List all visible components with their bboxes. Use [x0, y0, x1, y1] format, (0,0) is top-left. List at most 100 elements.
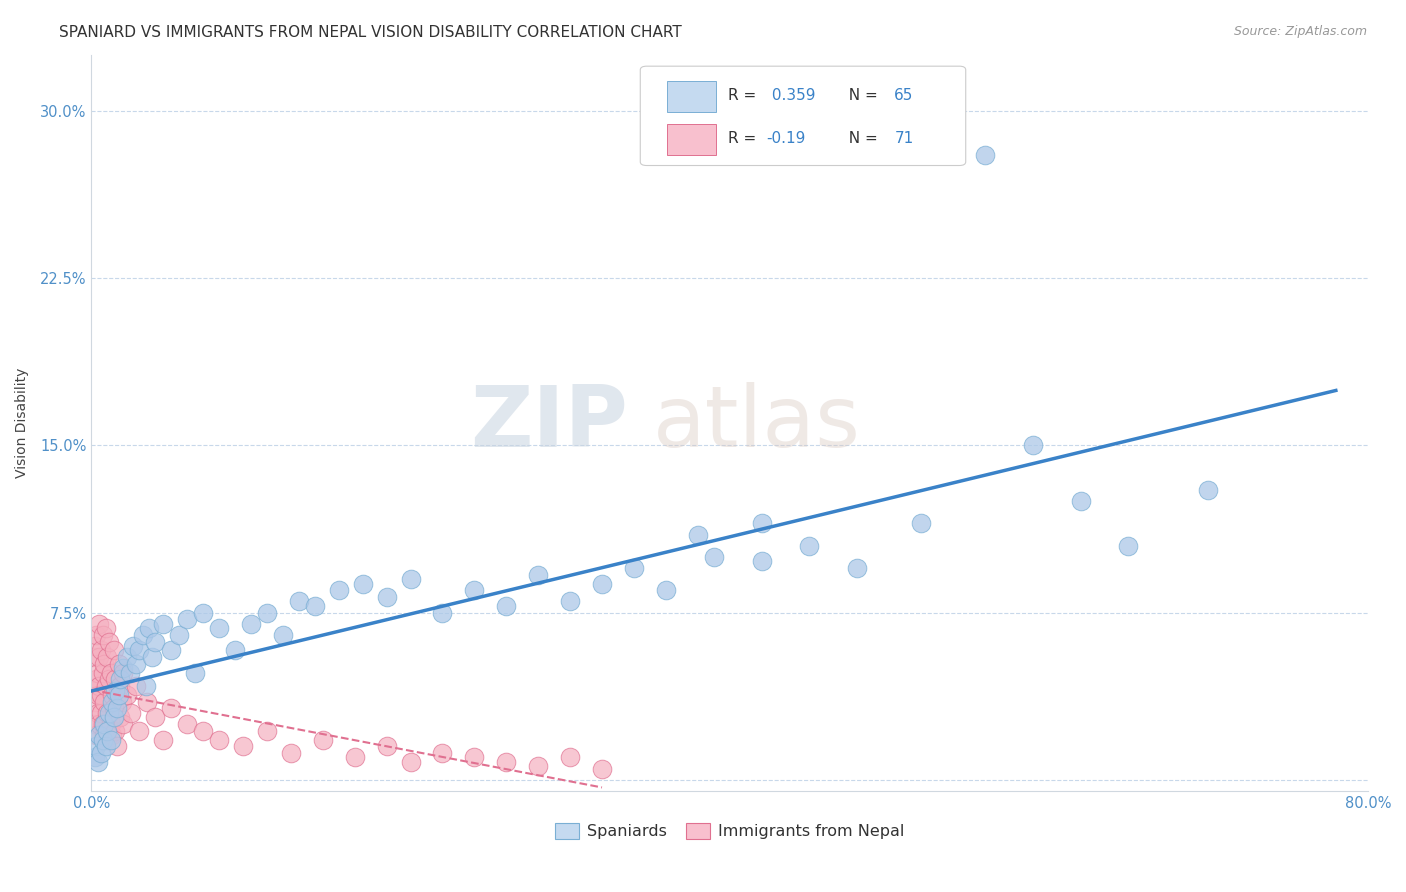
Point: [118, 665, 141, 680]
Point: [98, 706, 121, 720]
FancyBboxPatch shape: [666, 81, 716, 112]
Point: [83, 650, 105, 665]
Point: [82, 683, 104, 698]
Point: [89, 717, 111, 731]
Point: [91, 628, 114, 642]
Point: [176, 717, 198, 731]
Point: [751, 554, 773, 568]
Point: [103, 701, 125, 715]
Text: N =: N =: [839, 88, 883, 103]
Point: [98, 673, 121, 687]
Point: [105, 739, 128, 754]
FancyBboxPatch shape: [640, 66, 966, 166]
Point: [224, 643, 246, 657]
Point: [87, 665, 110, 680]
Point: [103, 710, 125, 724]
Point: [122, 639, 145, 653]
Point: [91, 717, 114, 731]
Point: [686, 527, 709, 541]
Point: [93, 728, 115, 742]
Point: [93, 717, 115, 731]
Point: [87, 688, 110, 702]
Point: [90, 643, 112, 657]
Point: [89, 616, 111, 631]
Point: [973, 148, 995, 162]
Point: [96, 732, 118, 747]
Point: [141, 650, 163, 665]
Point: [143, 710, 166, 724]
Point: [115, 650, 138, 665]
Point: [399, 572, 422, 586]
Point: [591, 576, 613, 591]
Point: [84, 728, 107, 742]
Point: [103, 643, 125, 657]
Point: [527, 759, 550, 773]
Point: [128, 723, 150, 738]
Point: [312, 732, 335, 747]
Point: [105, 701, 128, 715]
Text: 71: 71: [894, 131, 914, 146]
Text: Source: ZipAtlas.com: Source: ZipAtlas.com: [1233, 25, 1367, 38]
Point: [375, 590, 398, 604]
Point: [84, 673, 107, 687]
Point: [120, 706, 142, 720]
Point: [343, 750, 366, 764]
Point: [104, 683, 127, 698]
Point: [125, 657, 148, 671]
Point: [432, 606, 454, 620]
Point: [1070, 494, 1092, 508]
Point: [90, 688, 112, 702]
Point: [131, 628, 153, 642]
Point: [90, 746, 112, 760]
Point: [655, 583, 678, 598]
Point: [96, 706, 118, 720]
Point: [100, 717, 122, 731]
Point: [83, 750, 105, 764]
Text: 0.359: 0.359: [766, 88, 815, 103]
Text: R =: R =: [728, 88, 762, 103]
Text: -0.19: -0.19: [766, 131, 806, 146]
Point: [108, 673, 131, 687]
Point: [703, 549, 725, 564]
Point: [176, 612, 198, 626]
Text: SPANIARD VS IMMIGRANTS FROM NEPAL VISION DISABILITY CORRELATION CHART: SPANIARD VS IMMIGRANTS FROM NEPAL VISION…: [59, 25, 682, 40]
Point: [87, 755, 110, 769]
Point: [495, 599, 517, 613]
Point: [93, 695, 115, 709]
Point: [167, 628, 190, 642]
Point: [352, 576, 374, 591]
Point: [432, 746, 454, 760]
Point: [160, 643, 183, 657]
Point: [288, 594, 311, 608]
Point: [1118, 539, 1140, 553]
Point: [280, 746, 302, 760]
Point: [799, 539, 821, 553]
Point: [112, 717, 135, 731]
Point: [125, 679, 148, 693]
Text: 65: 65: [894, 88, 914, 103]
Point: [240, 616, 263, 631]
Point: [558, 594, 581, 608]
Text: N =: N =: [839, 131, 883, 146]
Point: [271, 628, 294, 642]
Point: [527, 567, 550, 582]
Point: [94, 621, 117, 635]
FancyBboxPatch shape: [666, 124, 716, 155]
Point: [160, 701, 183, 715]
Point: [101, 695, 124, 709]
Point: [84, 739, 107, 754]
Point: [89, 650, 111, 665]
Point: [910, 516, 932, 531]
Point: [846, 561, 869, 575]
Point: [96, 723, 118, 738]
Point: [191, 723, 214, 738]
Point: [82, 717, 104, 731]
Point: [232, 739, 254, 754]
Point: [143, 634, 166, 648]
Point: [191, 606, 214, 620]
Point: [104, 673, 127, 687]
Point: [105, 688, 128, 702]
Y-axis label: Vision Disability: Vision Disability: [15, 368, 30, 478]
Point: [101, 728, 124, 742]
Point: [84, 628, 107, 642]
